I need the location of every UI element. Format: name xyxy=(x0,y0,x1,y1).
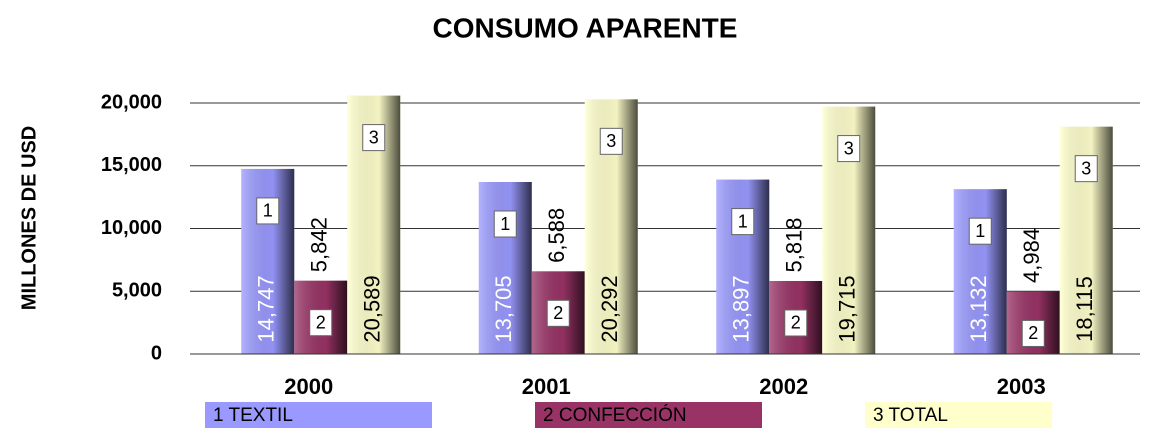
y-tick-label: 20,000 xyxy=(101,91,162,113)
marker-box xyxy=(362,124,386,152)
x-tick-label: 2001 xyxy=(522,374,571,399)
legend-label: 1 TEXTIL xyxy=(213,405,293,426)
bar-marker: 1 xyxy=(738,211,748,231)
marker-box xyxy=(309,309,333,337)
x-tick-label: 2002 xyxy=(759,374,808,399)
legend-label: 2 CONFECCIÓN xyxy=(543,404,687,426)
marker-box xyxy=(837,135,861,163)
bar-marker: 2 xyxy=(553,303,563,323)
marker-box xyxy=(1021,319,1045,347)
value-label: 13,705 xyxy=(491,275,516,342)
bar-shade xyxy=(953,189,1007,354)
x-tick-label: 2003 xyxy=(997,374,1046,399)
legend-label: 3 TOTAL xyxy=(873,405,948,426)
bar-marker: 1 xyxy=(263,201,273,221)
value-label: 14,747 xyxy=(254,275,279,342)
legend-swatch xyxy=(535,402,762,428)
value-label: 13,897 xyxy=(729,275,754,342)
y-tick-label: 0 xyxy=(151,342,162,364)
value-label: 4,984 xyxy=(1019,228,1044,283)
bar-marker: 3 xyxy=(1081,158,1091,178)
y-tick-label: 5,000 xyxy=(112,280,162,302)
x-tick-label: 2000 xyxy=(284,374,333,399)
value-label: 19,715 xyxy=(835,275,860,342)
chart-title: CONSUMO APARENTE xyxy=(433,12,738,43)
legend-swatch xyxy=(865,402,1052,428)
bar-marker: 3 xyxy=(606,131,616,151)
bar-marker: 1 xyxy=(975,221,985,241)
bar-marker: 2 xyxy=(1028,323,1038,343)
marker-box xyxy=(546,299,570,327)
y-axis-title: MILLONES DE USD xyxy=(18,126,40,310)
bar-marker: 2 xyxy=(791,313,801,333)
value-label: 18,115 xyxy=(1072,276,1097,342)
marker-box xyxy=(493,210,517,238)
bar-marker: 3 xyxy=(844,138,854,158)
bar-marker: 2 xyxy=(316,312,326,332)
y-tick-label: 15,000 xyxy=(101,154,162,176)
bar-marker: 1 xyxy=(500,214,510,234)
marker-box xyxy=(256,197,280,225)
legend-swatch xyxy=(205,402,432,428)
y-tick-label: 10,000 xyxy=(101,217,162,239)
bar-marker: 3 xyxy=(369,127,379,147)
value-label: 20,292 xyxy=(597,275,622,342)
marker-box xyxy=(784,309,808,337)
value-label: 5,842 xyxy=(307,217,332,272)
value-label: 6,588 xyxy=(544,208,569,263)
marker-box xyxy=(968,217,992,245)
marker-box xyxy=(1074,155,1098,183)
value-label: 13,132 xyxy=(966,275,991,342)
value-label: 5,818 xyxy=(782,217,807,272)
marker-box xyxy=(731,208,755,236)
marker-box xyxy=(599,127,623,155)
value-label: 20,589 xyxy=(360,275,385,342)
